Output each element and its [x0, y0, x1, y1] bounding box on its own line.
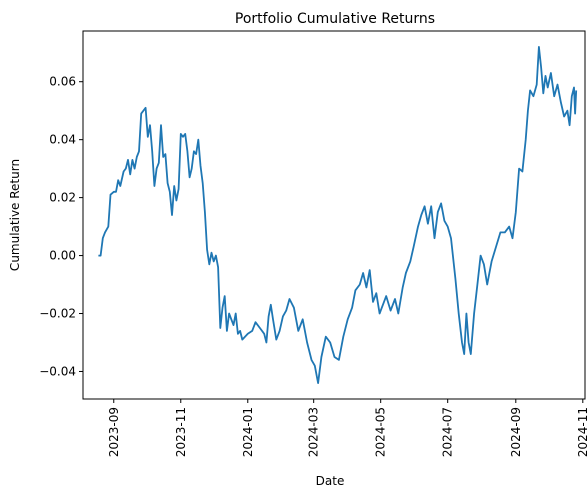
- x-tick-label: 2024-11: [576, 407, 587, 457]
- x-tick-label: 2023-09: [107, 407, 121, 457]
- x-tick-label: 2023-11: [174, 407, 188, 457]
- x-tick-label: 2024-09: [509, 407, 523, 457]
- y-tick-label: 0.06: [49, 75, 76, 89]
- y-axis: −0.04 −0.02 0.00 0.02 0.04 0.06: [39, 75, 83, 379]
- y-tick-label: −0.02: [39, 307, 76, 321]
- chart-title: Portfolio Cumulative Returns: [235, 11, 435, 27]
- x-axis-label: Date: [316, 474, 345, 488]
- plot-frame: [82, 30, 586, 400]
- y-tick-label: −0.04: [39, 365, 76, 379]
- y-axis-label: Cumulative Return: [8, 159, 22, 271]
- x-tick-label: 2024-03: [307, 407, 321, 457]
- series-line-0: [98, 46, 578, 384]
- y-tick-label: 0.04: [49, 133, 76, 147]
- x-tick-label: 2024-01: [241, 407, 255, 457]
- x-tick-label: 2024-05: [374, 407, 388, 457]
- chart-plot-area: [98, 46, 578, 384]
- y-tick-label: 0.00: [49, 249, 76, 263]
- x-axis: 2023-09 2023-11 2024-01 2024-03 2024-05 2024-…: [107, 399, 587, 457]
- y-tick-label: 0.02: [49, 191, 76, 205]
- x-tick-label: 2024-07: [441, 407, 455, 457]
